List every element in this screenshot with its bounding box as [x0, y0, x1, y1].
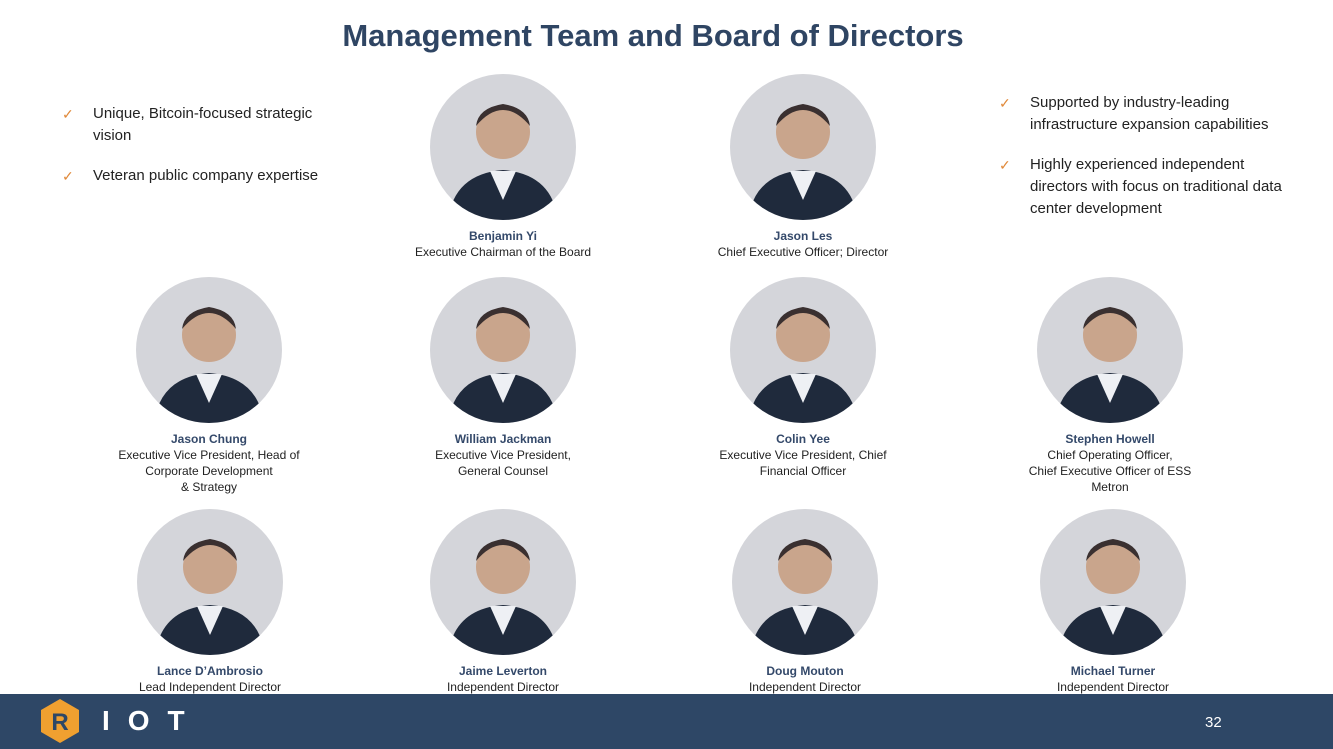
- headshot-photo: [732, 509, 878, 655]
- person-name: Doug Mouton: [766, 664, 844, 678]
- bullet-text: Highly experienced independent directors…: [1030, 156, 1282, 217]
- headshot-photo: [730, 277, 876, 423]
- headshot-photo: [430, 509, 576, 655]
- person-role: Chief Executive Officer; Director: [717, 245, 889, 259]
- footer: R IOT 32: [0, 694, 1333, 749]
- bullet-text: Unique, Bitcoin-focused strategic vision: [93, 105, 313, 144]
- person-name: Jason Chung: [170, 432, 247, 446]
- person-name: Jaime Leverton: [458, 664, 548, 678]
- person-card: Lance D’Ambrosio Lead Independent Direct…: [90, 509, 330, 695]
- person-name: William Jackman: [454, 432, 552, 446]
- person-card: Benjamin Yi Executive Chairman of the Bo…: [383, 74, 623, 260]
- bullet: ✓ Supported by industry-leading infrastru…: [999, 92, 1289, 136]
- person-role: Lead Independent Director: [138, 680, 282, 694]
- person-name: Michael Turner: [1070, 664, 1156, 678]
- person-role: Executive Chairman of the Board: [414, 245, 592, 259]
- check-icon: ✓: [999, 95, 1011, 111]
- person-role: Executive Vice President, General Counse…: [435, 448, 571, 478]
- person-role: Independent Director: [446, 680, 560, 694]
- bullet: ✓ Highly experienced independent director…: [999, 154, 1289, 220]
- check-icon: ✓: [62, 168, 74, 184]
- person-role: Executive Vice President, Head of Corpor…: [118, 448, 300, 494]
- person-name: Lance D’Ambrosio: [156, 664, 264, 678]
- bullet: ✓ Veteran public company expertise: [62, 165, 352, 187]
- person-name: Stephen Howell: [1065, 432, 1155, 446]
- left-bullets: ✓ Unique, Bitcoin-focused strategic visio…: [62, 103, 352, 205]
- person-card: Jaime Leverton Independent Director: [383, 509, 623, 695]
- riot-logo: R IOT: [40, 698, 203, 744]
- person-role: Chief Operating Officer, Chief Executive…: [1028, 448, 1192, 494]
- headshot-photo: [136, 277, 282, 423]
- bullet-text: Supported by industry-leading infrastruc…: [1030, 94, 1269, 133]
- person-card: Stephen Howell Chief Operating Officer, …: [990, 277, 1230, 495]
- person-name: Jason Les: [773, 229, 833, 243]
- person-role: Independent Director: [1056, 680, 1170, 694]
- headshot-photo: [730, 74, 876, 220]
- headshot-photo: [1037, 277, 1183, 423]
- check-icon: ✓: [62, 106, 74, 122]
- right-bullets: ✓ Supported by industry-leading infrastru…: [999, 92, 1289, 238]
- bullet: ✓ Unique, Bitcoin-focused strategic visio…: [62, 103, 352, 147]
- headshot-photo: [1040, 509, 1186, 655]
- person-card: Jason Chung Executive Vice President, He…: [89, 277, 329, 495]
- person-name: Benjamin Yi: [468, 229, 538, 243]
- person-card: Doug Mouton Independent Director: [685, 509, 925, 695]
- person-role: Independent Director: [748, 680, 862, 694]
- check-icon: ✓: [999, 157, 1011, 173]
- headshot-photo: [430, 277, 576, 423]
- person-card: William Jackman Executive Vice President…: [383, 277, 623, 479]
- headshot-photo: [430, 74, 576, 220]
- page-number: 32: [1205, 714, 1222, 731]
- person-card: Colin Yee Executive Vice President, Chie…: [683, 277, 923, 479]
- headshot-photo: [137, 509, 283, 655]
- page-title: Management Team and Board of Directors: [342, 18, 964, 53]
- person-card: Jason Les Chief Executive Officer; Direc…: [683, 74, 923, 260]
- hexagon-logo-icon: R: [41, 699, 79, 743]
- logo-wordmark: IOT: [102, 705, 203, 736]
- person-card: Michael Turner Independent Director: [993, 509, 1233, 695]
- person-role: Executive Vice President, Chief Financia…: [719, 448, 887, 478]
- person-name: Colin Yee: [776, 432, 830, 446]
- bullet-text: Veteran public company expertise: [93, 167, 319, 184]
- svg-text:R: R: [51, 709, 68, 736]
